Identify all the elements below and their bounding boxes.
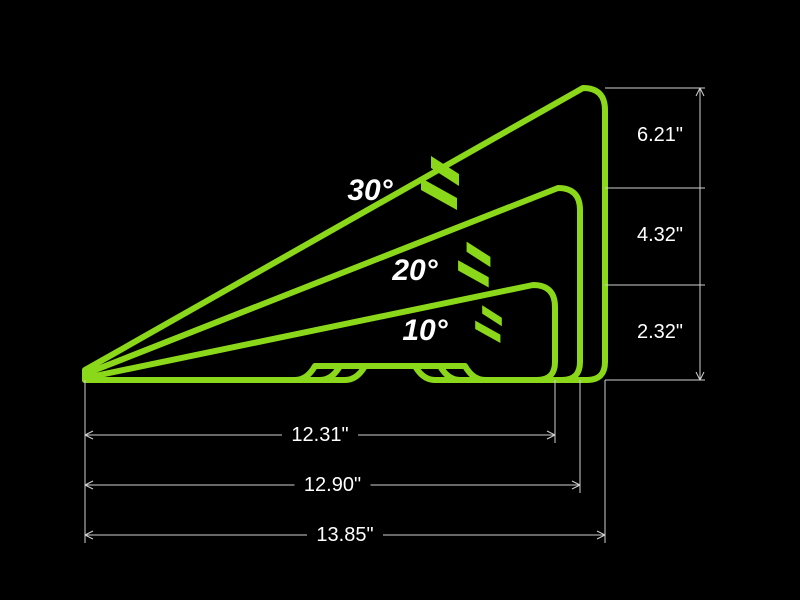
- wedge-dimension-diagram: 30° 20° 10° 6.21" 4.32" 2.32" 12.31" 12.90" 13.8…: [0, 0, 800, 600]
- brand-logo-icon: [458, 242, 490, 288]
- dim-width-label-0: 12.31": [291, 424, 348, 446]
- wedge-30deg: [85, 88, 605, 380]
- brand-logo-icon: [475, 305, 502, 343]
- dim-height-label-0: 6.21": [637, 124, 683, 146]
- dim-width-label-1: 12.90": [304, 474, 361, 496]
- angle-label-1: 20°: [391, 254, 438, 287]
- dim-height-label-1: 4.32": [637, 224, 683, 246]
- angle-label-2: 10°: [402, 314, 448, 347]
- wedge-20deg: [85, 188, 580, 380]
- dim-height-label-2: 2.32": [637, 321, 683, 343]
- angle-label-0: 30°: [347, 174, 393, 207]
- dim-width-label-2: 13.85": [316, 524, 373, 546]
